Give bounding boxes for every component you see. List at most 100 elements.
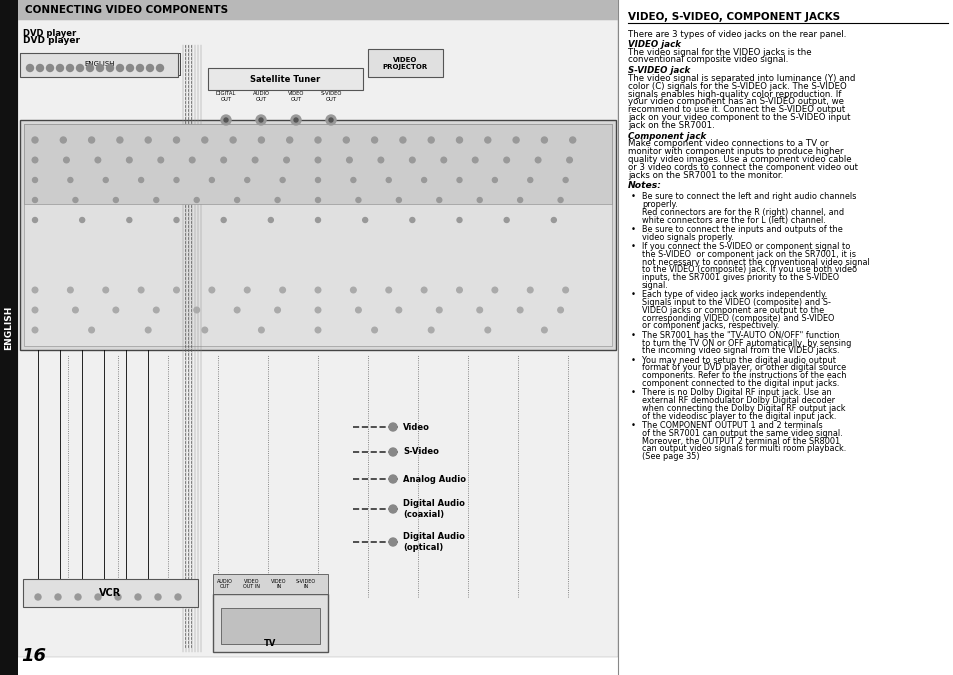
Circle shape — [315, 178, 320, 182]
Text: •: • — [630, 242, 636, 251]
Circle shape — [314, 327, 320, 333]
Text: jack on the SR7001.: jack on the SR7001. — [627, 121, 714, 130]
Text: signal.: signal. — [641, 281, 668, 290]
Text: color (C) signals for the S-VIDEO jack. The S-VIDEO: color (C) signals for the S-VIDEO jack. … — [627, 82, 846, 91]
Text: Signals input to the VIDEO (composite) and S-: Signals input to the VIDEO (composite) a… — [641, 298, 830, 307]
Circle shape — [372, 137, 377, 143]
Text: TV: TV — [264, 639, 276, 648]
Text: corresponding VIDEO (composite) and S-VIDEO: corresponding VIDEO (composite) and S-VI… — [641, 314, 834, 323]
Circle shape — [103, 178, 108, 182]
Circle shape — [32, 217, 37, 223]
Circle shape — [113, 307, 118, 313]
Text: CONNECTING VIDEO COMPONENTS: CONNECTING VIDEO COMPONENTS — [25, 5, 228, 15]
Circle shape — [173, 217, 179, 223]
Circle shape — [221, 115, 231, 125]
Circle shape — [314, 287, 320, 293]
Text: recommend to use it. Connect the S-VIDEO output: recommend to use it. Connect the S-VIDEO… — [627, 105, 844, 114]
Text: video signals properly.: video signals properly. — [641, 233, 733, 242]
Circle shape — [535, 157, 540, 163]
Circle shape — [127, 217, 132, 223]
Circle shape — [115, 594, 121, 600]
Text: properly.: properly. — [641, 200, 677, 209]
Circle shape — [56, 65, 64, 72]
Text: The SR7001 has the "TV-AUTO ON/OFF" function: The SR7001 has the "TV-AUTO ON/OFF" func… — [641, 331, 839, 340]
Circle shape — [258, 327, 264, 333]
Circle shape — [234, 307, 240, 313]
Circle shape — [503, 217, 509, 223]
Circle shape — [224, 118, 228, 122]
Text: Moreover, the OUTPUT 2 terminal of the SR8001: Moreover, the OUTPUT 2 terminal of the S… — [641, 437, 840, 446]
Bar — [18, 20, 618, 657]
Circle shape — [174, 594, 181, 600]
Text: S-Video: S-Video — [402, 448, 438, 456]
Circle shape — [32, 178, 37, 182]
Circle shape — [513, 137, 518, 143]
Circle shape — [541, 327, 547, 333]
Text: •: • — [630, 331, 636, 340]
Bar — [0, 0, 18, 675]
Circle shape — [279, 287, 285, 293]
Circle shape — [68, 178, 72, 182]
Circle shape — [87, 65, 93, 72]
Text: S-VIDEO jack: S-VIDEO jack — [627, 66, 690, 75]
Text: to the VIDEO (composite) jack. If you use both video: to the VIDEO (composite) jack. If you us… — [641, 265, 856, 275]
Circle shape — [399, 137, 405, 143]
Circle shape — [484, 327, 490, 333]
Circle shape — [551, 217, 556, 223]
Circle shape — [428, 137, 434, 143]
Circle shape — [389, 423, 396, 431]
Circle shape — [484, 137, 490, 143]
Circle shape — [280, 178, 285, 182]
Circle shape — [351, 178, 355, 182]
Text: ENGLISH: ENGLISH — [5, 305, 13, 350]
Text: (See page 35): (See page 35) — [641, 452, 699, 461]
Circle shape — [32, 287, 38, 293]
Bar — [20, 53, 180, 75]
Text: •: • — [630, 192, 636, 201]
Circle shape — [456, 287, 462, 293]
Circle shape — [472, 157, 477, 163]
Circle shape — [389, 475, 396, 483]
Circle shape — [274, 198, 280, 202]
Text: of the SR7001 can output the same video signal.: of the SR7001 can output the same video … — [641, 429, 841, 438]
Text: jack on your video component to the S-VIDEO input: jack on your video component to the S-VI… — [627, 113, 850, 122]
Circle shape — [569, 137, 575, 143]
Text: signals enables high-quality color reproduction. If: signals enables high-quality color repro… — [627, 90, 841, 99]
Text: There is no Dolby Digital RF input jack. Use an: There is no Dolby Digital RF input jack.… — [641, 388, 831, 398]
Circle shape — [76, 65, 84, 72]
Circle shape — [32, 327, 38, 333]
Circle shape — [234, 198, 239, 202]
Text: You may need to setup the digital audio output: You may need to setup the digital audio … — [641, 356, 835, 365]
Text: S-VIDEO
IN: S-VIDEO IN — [295, 578, 315, 589]
Circle shape — [440, 157, 446, 163]
Text: DIGITAL
OUT: DIGITAL OUT — [215, 91, 236, 102]
Circle shape — [315, 217, 320, 223]
Circle shape — [294, 118, 297, 122]
Text: Satellite Tuner: Satellite Tuner — [250, 74, 320, 84]
Circle shape — [202, 327, 208, 333]
Text: VIDEO
PROJECTOR: VIDEO PROJECTOR — [382, 57, 427, 70]
Circle shape — [389, 505, 396, 513]
Circle shape — [315, 198, 320, 202]
Circle shape — [209, 287, 214, 293]
Circle shape — [421, 178, 426, 182]
Bar — [23, 579, 198, 607]
Circle shape — [476, 198, 481, 202]
Circle shape — [35, 594, 41, 600]
Text: Video: Video — [402, 423, 430, 431]
Bar — [20, 53, 178, 77]
Bar — [368, 49, 442, 77]
Text: Analog Audio: Analog Audio — [402, 475, 465, 483]
Text: components. Refer to the instructions of the each: components. Refer to the instructions of… — [641, 371, 845, 380]
Circle shape — [173, 137, 179, 143]
Circle shape — [476, 307, 482, 313]
Circle shape — [72, 198, 78, 202]
Circle shape — [221, 217, 226, 223]
Circle shape — [95, 594, 101, 600]
Text: the S-VIDEO  or component jack on the SR7001, it is: the S-VIDEO or component jack on the SR7… — [641, 250, 855, 259]
Text: •: • — [630, 421, 636, 430]
Circle shape — [314, 307, 320, 313]
Circle shape — [145, 137, 151, 143]
Text: The video signal for the VIDEO jacks is the: The video signal for the VIDEO jacks is … — [627, 48, 811, 57]
Circle shape — [541, 137, 547, 143]
